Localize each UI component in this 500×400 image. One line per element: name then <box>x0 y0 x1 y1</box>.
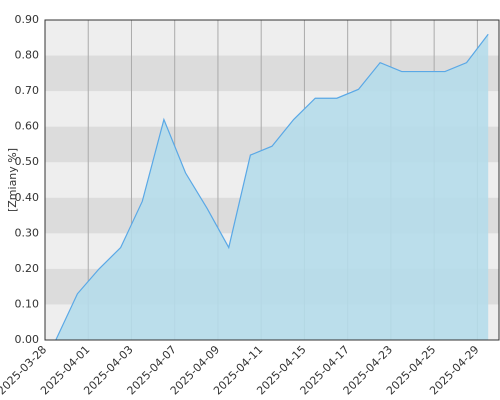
y-tick-label: 0.20 <box>15 262 40 275</box>
y-tick-label: 0.60 <box>15 120 40 133</box>
y-axis-label: [Zmiany %] <box>6 148 19 212</box>
y-tick-label: 0.80 <box>15 49 40 62</box>
y-tick-label: 0.30 <box>15 226 40 239</box>
line <box>55 33 489 341</box>
area <box>55 34 489 340</box>
y-tick-label: 0.50 <box>15 155 40 168</box>
y-tick-label: 0.90 <box>15 13 40 26</box>
y-tick-label: 0.40 <box>15 191 40 204</box>
y-tick-label: 0.10 <box>15 297 40 310</box>
y-tick-label: 0.00 <box>15 333 40 346</box>
y-tick-label: 0.70 <box>15 84 40 97</box>
plot-border <box>44 19 500 341</box>
